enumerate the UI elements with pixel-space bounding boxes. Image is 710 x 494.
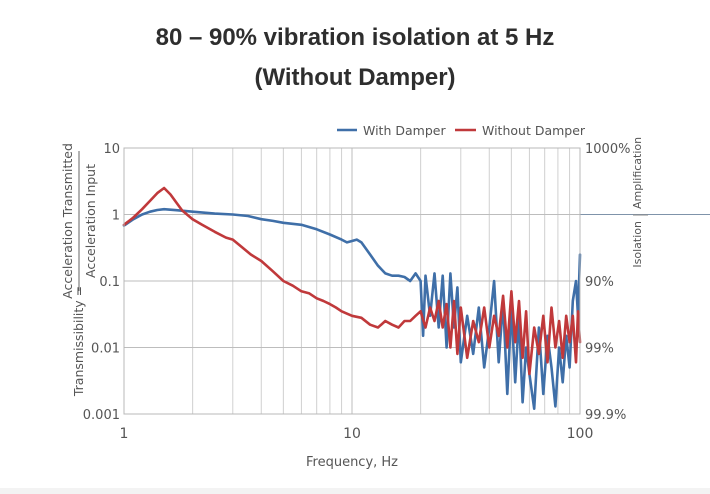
legend-label-without-damper: Without Damper	[482, 123, 586, 138]
x-tick-label: 100	[567, 426, 594, 442]
y-ticks: 10 1 0.1 0.01 0.001	[83, 142, 120, 423]
right-tick-label: 90%	[585, 275, 614, 290]
y-tick-label: 0.001	[83, 408, 120, 423]
right-tick-label: 99%	[585, 342, 614, 357]
legend: With Damper Without Damper	[337, 123, 586, 138]
right-tick-label: 1000%	[585, 142, 630, 157]
x-tick-label: 10	[343, 426, 361, 442]
chart-title: 80 – 90% vibration isolation at 5 Hz	[155, 24, 555, 51]
y-axis-label: Transmissibility = Acceleration Transmit…	[60, 143, 98, 397]
series-group	[122, 186, 582, 410]
right-ticks: 1000% 90% 99% 99.9%	[585, 142, 630, 423]
y-axis-label-numerator: Acceleration Transmitted	[60, 143, 75, 299]
bottom-strip	[0, 488, 710, 494]
y-tick-label: 0.01	[91, 342, 120, 357]
series-without-damper	[122, 186, 582, 376]
right-tick-label: 99.9%	[585, 408, 626, 423]
y-tick-label: 1	[112, 209, 120, 224]
grid	[124, 148, 710, 414]
x-tick-label: 1	[120, 426, 129, 442]
isolation-label: Isolation	[631, 221, 644, 268]
chart-subtitle: (Without Damper)	[254, 64, 456, 91]
x-ticks: 1 10 100	[120, 426, 594, 442]
plot-frame	[123, 147, 581, 415]
right-region-labels: Amplification Isolation	[631, 137, 648, 268]
x-axis-label: Frequency, Hz	[306, 455, 398, 470]
y-axis-label-prefix: Transmissibility =	[71, 286, 86, 397]
y-tick-label: 10	[103, 142, 120, 157]
y-axis-label-denominator: Acceleration Input	[83, 164, 98, 278]
legend-label-with-damper: With Damper	[363, 123, 446, 138]
amplification-label: Amplification	[631, 137, 644, 209]
y-tick-label: 0.1	[99, 275, 120, 290]
